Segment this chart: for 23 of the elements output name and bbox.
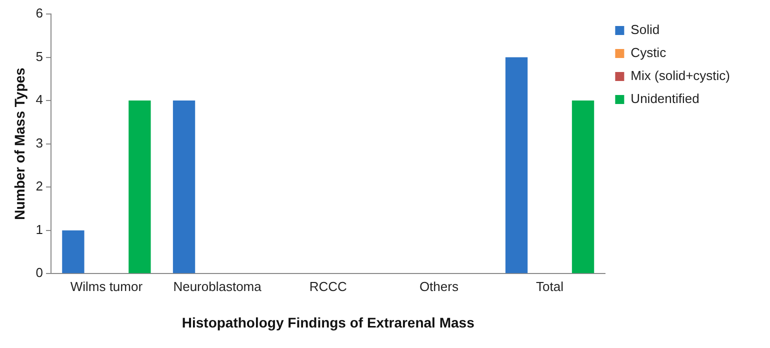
x-axis-title: Histopathology Findings of Extrarenal Mass [182,314,475,330]
y-tick-label: 6 [36,6,44,21]
legend-label: Mix (solid+cystic) [630,68,730,84]
bar [128,100,151,274]
bar [172,100,196,274]
bar [572,100,594,274]
y-tick-label: 1 [36,222,44,237]
x-tick-label: Neuroblastoma [173,278,262,294]
x-tick-label: Total [536,278,564,294]
bar [505,57,528,274]
legend-label: Unidentified [630,91,700,106]
x-tick-label: Others [419,278,459,294]
x-tick-label: Wilms tumor [70,278,144,294]
y-tick-label: 0 [36,265,44,280]
y-tick-label: 5 [36,48,44,64]
legend-label: Cystic [630,45,667,60]
bar [62,230,84,274]
legend-label: Solid [630,22,660,38]
y-tick-label: 2 [36,178,44,194]
y-tick-label: 4 [36,92,44,108]
y-tick-label: 3 [36,135,44,150]
x-tick-label: RCCC [309,278,347,294]
y-axis-title: Number of Mass Types [11,67,28,220]
